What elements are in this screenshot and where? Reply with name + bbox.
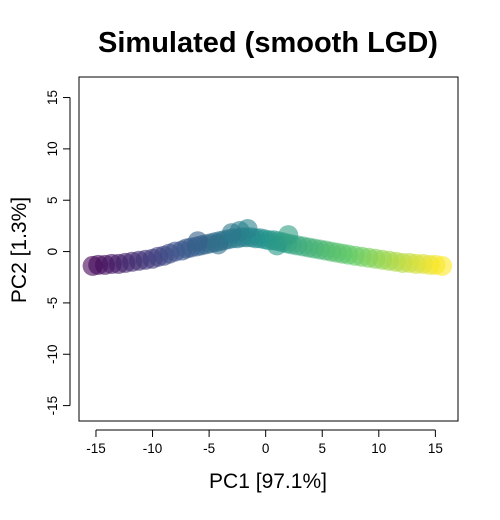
data-point <box>187 231 208 252</box>
x-tick-label: 0 <box>262 441 270 456</box>
data-point <box>278 225 299 246</box>
x-axis: -15 -10 -5 0 5 10 15 <box>86 429 443 456</box>
y-tick-label: 0 <box>45 248 60 256</box>
data-point <box>432 255 453 276</box>
data-point <box>208 234 229 255</box>
x-tick-label: 10 <box>371 441 386 456</box>
x-tick-label: -15 <box>86 441 106 456</box>
y-tick-label: 5 <box>45 196 60 204</box>
data-point <box>237 219 258 239</box>
x-tick-label: -5 <box>203 441 215 456</box>
plot-frame <box>78 76 459 422</box>
x-tick-label: 15 <box>428 441 443 456</box>
data-point <box>221 223 242 244</box>
y-tick-label: 15 <box>45 90 60 105</box>
y-tick-label: -5 <box>45 297 60 309</box>
x-tick-label: 5 <box>318 441 326 456</box>
data-points <box>82 219 453 276</box>
y-tick-label: 10 <box>45 141 60 156</box>
y-axis: -15 -10 -5 0 5 10 15 <box>45 90 71 416</box>
chart-title: Simulated (smooth LGD) <box>98 27 438 59</box>
x-tick-label: -10 <box>143 441 163 456</box>
x-axis-label: PC1 [97.1%] <box>209 470 327 493</box>
y-tick-label: -15 <box>45 396 60 416</box>
y-tick-label: -10 <box>45 344 60 364</box>
y-axis-label: PC2 [1.3%] <box>8 197 31 303</box>
